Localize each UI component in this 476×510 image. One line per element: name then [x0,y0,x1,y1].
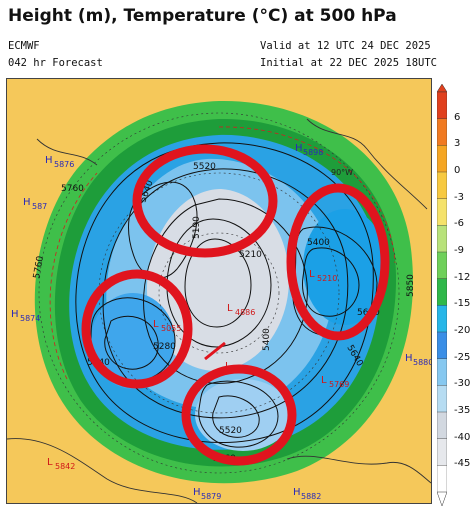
colorbar-swatch [436,305,448,333]
high-center-label-6: H [293,487,301,498]
high-center-label-3: H [11,309,19,320]
highlight-circle-north [132,144,278,258]
colorbar-tick-label: -40 [454,431,471,443]
colorbar-tick-label: -45 [454,458,471,470]
model-name: ECMWF [8,40,40,52]
high-pressure-labels: H 5876 H 587 H 5874 H 5880 H 5879 H 5882… [11,143,431,501]
arrow-mark [204,341,226,361]
low-center-label-1: L [153,319,159,330]
colorbar-tick-label: 3 [454,138,461,150]
high-center-value-3: 5874 [20,314,40,323]
coastlines [7,118,431,503]
colorbar-tick-label: -30 [454,378,471,390]
high-center-value-1: 5876 [54,160,74,169]
contour-label-11: 5190 [192,216,202,239]
east-trough-fill [303,209,387,325]
highlight-circle-west [81,269,193,389]
contour-label-13: 5210 [239,250,262,260]
forecast-hour: 042 hr Forecast [8,57,103,69]
high-center-label-7: H [295,143,303,154]
contour-label-8: 5760 [32,255,46,280]
colorbar-swatch [436,278,448,307]
colorbar-tick-label: 6 [454,111,461,123]
highlight-circle-east [286,183,390,341]
colorbar-swatch [436,411,448,440]
low-center-value-1: 5055 [161,324,181,333]
highlight-circle-south [181,364,297,466]
colorbar-tick-label: -3 [454,191,464,203]
contour-label-4: 5400 [307,238,330,248]
colorbar-swatch [436,251,448,280]
colorbar-swatch [436,358,448,387]
west-trough-fill [91,293,175,389]
height-contours [75,142,378,448]
low-center-value-4: 4886 [235,308,255,317]
colorbar-tick-label: -35 [454,405,471,416]
high-center-value-6: 5882 [301,492,321,501]
highlight-circles [81,144,390,466]
colorbar-top-arrow [436,83,448,93]
high-center-value-7: 5898 [303,148,323,157]
colorbar-swatch [436,438,448,467]
contour-label-12: 5400 [262,328,272,351]
longitude-label: 90°W [331,168,353,177]
high-center-value-5: 5879 [201,492,221,501]
contour-label-3: 5760 [61,184,84,194]
colorbar-swatch [436,118,448,147]
colorbar-swatch [436,331,448,360]
colorbar-swatch [436,91,448,120]
colorbar-swatch [436,225,448,253]
colorbar-swatch [436,145,448,173]
colorbar [436,83,448,507]
low-center-value-5: 5842 [55,462,75,471]
contour-label-6: 5850 [406,274,416,297]
low-center-label-3: L [309,269,315,280]
initial-time: Initial at 22 DEC 2025 18UTC [260,57,438,69]
colorbar-swatch [436,171,448,200]
low-center-value-3: 5210 [317,274,337,283]
colorbar-swatch [436,385,448,413]
weather-map: H 5876 H 587 H 5874 H 5880 H 5879 H 5882… [6,78,432,504]
colorbar-svg [436,83,448,507]
low-center-label-6: L [321,375,327,386]
high-center-label-5: H [193,487,201,498]
high-center-label-1: H [45,155,53,166]
high-center-label-4: H [405,353,413,364]
contour-label-1: 5520 [193,162,216,172]
low-center-value-6: 5769 [329,380,349,389]
low-center-label-5: L [47,457,53,468]
colorbar-tick-label: -9 [454,245,464,256]
valid-time: Valid at 12 UTC 24 DEC 2025 [260,40,431,52]
low-center-label-4: L [227,303,233,314]
colorbar-tick-label: -12 [454,271,471,283]
high-center-value-4: 5880 [413,358,431,367]
south-trough-fill [195,379,291,451]
colorbar-tick-label: -6 [454,218,464,230]
colorbar-tick-label: -20 [454,325,471,336]
header: Height (m), Temperature (°C) at 500 hPa … [0,0,476,78]
map-svg: H 5876 H 587 H 5874 H 5880 H 5879 H 5882… [7,79,431,503]
colorbar-tick-label: -15 [454,298,471,310]
contour-label-5: 5280 [153,342,176,352]
temperature-contours [49,126,396,380]
high-center-label-2: H [23,197,31,208]
colorbar-tick-label: 0 [454,165,461,176]
chart-title: Height (m), Temperature (°C) at 500 hPa [8,6,397,26]
colorbar-bottom-arrow [436,491,448,507]
high-center-value-2: 587 [32,202,47,211]
colorbar-tick-label: -25 [454,351,471,363]
colorbar-swatch [436,465,448,493]
colorbar-swatch [436,198,448,227]
contour-label-9: 5520 [219,426,242,436]
